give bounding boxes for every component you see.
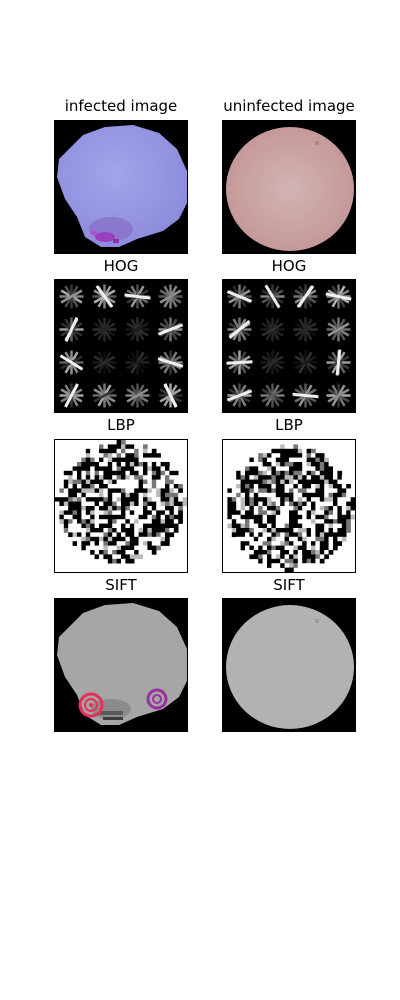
uninfected-sift-label: SIFT [273, 576, 305, 594]
infected-lbp-image [54, 439, 188, 573]
infected-lbp-label: LBP [107, 416, 135, 434]
infected-hog-image [54, 279, 188, 413]
infected-column-title: infected image [64, 97, 178, 115]
uninfected-sift-image [222, 598, 356, 732]
infected-hog-label: HOG [103, 257, 139, 275]
uninfected-original-image [222, 120, 356, 254]
keypoint-1 [78, 692, 104, 718]
infected-sift-image [54, 598, 188, 732]
infected-sift-label: SIFT [105, 576, 137, 594]
uninfected-hog-image [222, 279, 356, 413]
uninfected-lbp-image [222, 439, 356, 573]
uninfected-hog-label: HOG [271, 257, 307, 275]
uninfected-column-title: uninfected image [223, 97, 355, 115]
uninfected-lbp-label: LBP [275, 416, 303, 434]
keypoint-2 [146, 688, 168, 710]
infected-original-image [54, 120, 188, 254]
